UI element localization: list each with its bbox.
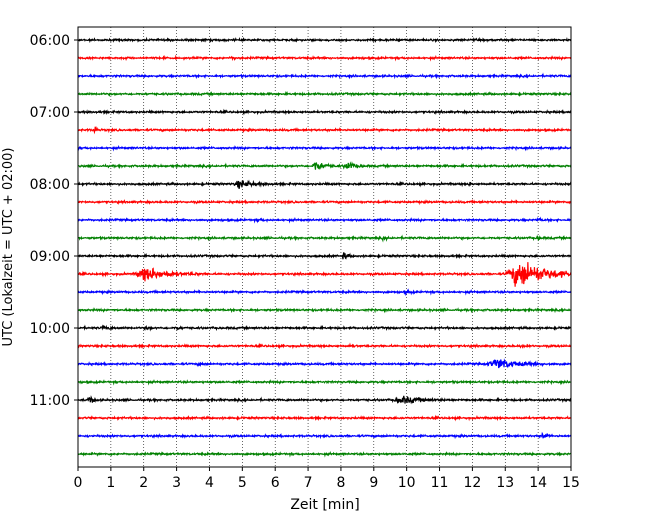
x-tick-label: 8 [336, 475, 345, 491]
x-tick-label: 11 [431, 475, 449, 491]
y-tick-label: 11:00 [30, 393, 70, 409]
trace-row-0800 [77, 179, 572, 190]
x-tick-label: 14 [529, 475, 547, 491]
y-tick-label: 10:00 [30, 321, 70, 337]
y-tick-label: 06:00 [30, 33, 70, 49]
trace-row-0830 [77, 216, 572, 224]
trace-row-1030 [77, 358, 572, 369]
x-tick-label: 9 [369, 475, 378, 491]
trace-row-0715 [77, 126, 572, 135]
trace-row-1045 [77, 379, 572, 386]
trace-row-0645 [77, 90, 572, 98]
trace-row-1145 [77, 451, 572, 458]
trace-row-1100 [77, 395, 572, 405]
y-tick-label: 07:00 [30, 105, 70, 121]
trace-row-0615 [77, 54, 572, 62]
y-tick-label: 09:00 [30, 249, 70, 265]
trace-row-0600 [77, 36, 572, 44]
trace-row-0630 [77, 72, 572, 80]
y-tick-label: 08:00 [30, 177, 70, 193]
y-axis: 06:00 07:00 08:00 09:00 10:00 11:00 [30, 33, 78, 409]
trace-row-1015 [77, 342, 572, 350]
x-tick-label: 3 [172, 475, 181, 491]
x-tick-label: 5 [238, 475, 247, 491]
trace-row-0700 [77, 108, 572, 116]
trace-row-0915 [77, 262, 572, 287]
grid-lines [110, 27, 539, 467]
trace-row-0815 [77, 199, 572, 206]
x-tick-label: 12 [463, 475, 481, 491]
x-tick-label: 0 [74, 475, 83, 491]
x-axis-label: Zeit [min] [290, 497, 359, 513]
x-tick-label: 13 [496, 475, 514, 491]
trace-row-0730 [77, 145, 572, 152]
x-tick-label: 7 [304, 475, 313, 491]
trace-row-0900 [77, 252, 572, 260]
trace-row-0945 [77, 307, 572, 314]
trace-row-1000 [77, 324, 572, 332]
trace-row-1115 [77, 414, 572, 422]
x-tick-label: 2 [139, 475, 148, 491]
x-tick-label: 10 [398, 475, 416, 491]
trace-row-1130 [77, 431, 572, 440]
y-axis-label: UTC (Lokalzeit = UTC + 02:00) [1, 148, 16, 347]
x-tick-label: 1 [106, 475, 115, 491]
traces [77, 36, 572, 458]
plot-frame [77, 26, 572, 468]
x-tick-label: 4 [205, 475, 214, 491]
trace-row-0930 [77, 288, 572, 297]
trace-row-0845 [77, 234, 572, 243]
trace-row-0745 [77, 161, 572, 170]
x-tick-label: 6 [271, 475, 280, 491]
x-tick-label: 15 [562, 475, 580, 491]
x-axis: 0 1 2 3 4 5 6 7 8 9 10 11 12 13 14 15 [74, 467, 580, 491]
